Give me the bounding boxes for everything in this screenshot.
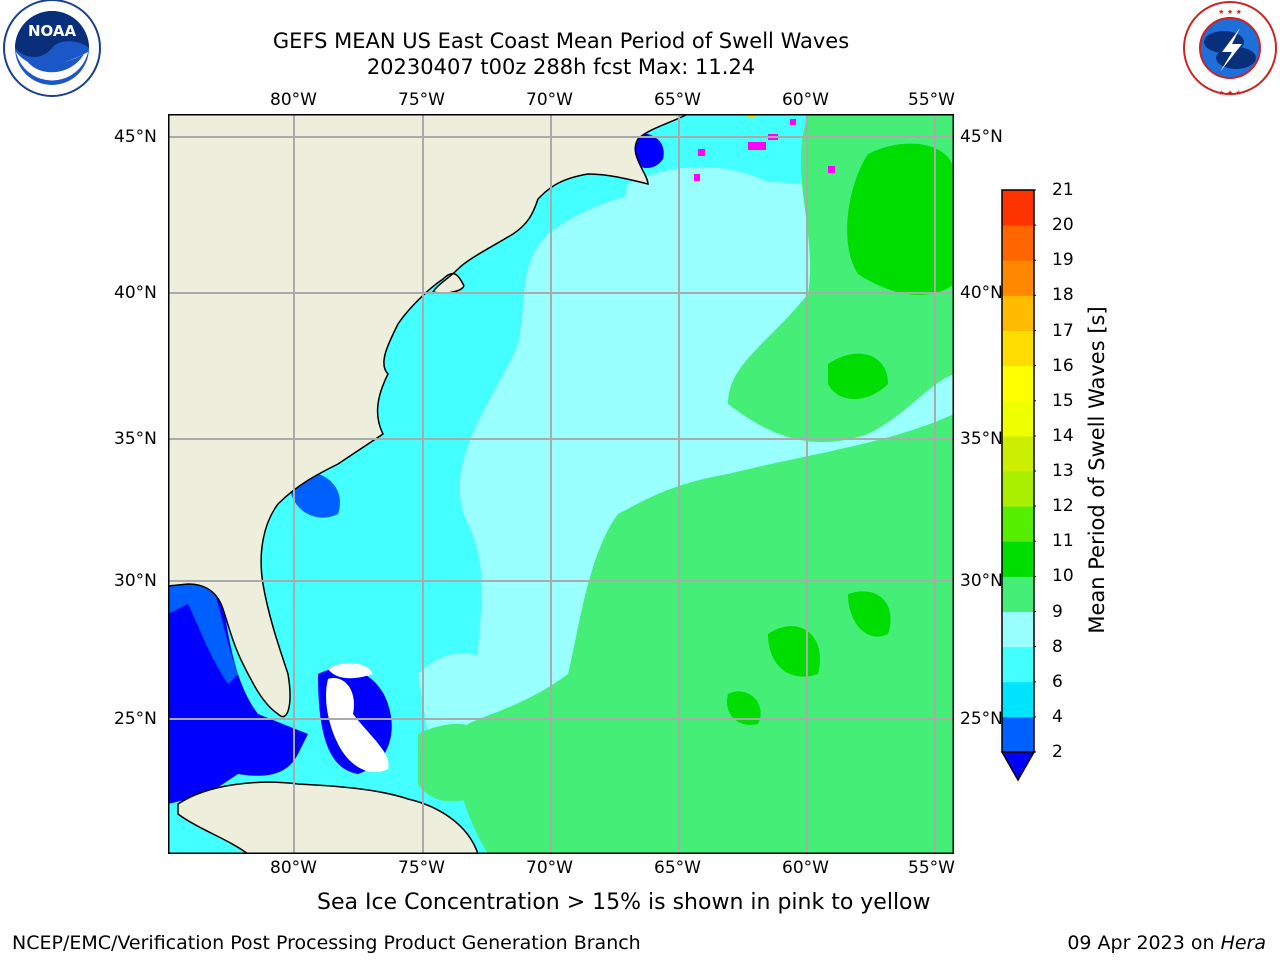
footer-machine: Hera bbox=[1220, 932, 1266, 954]
colorbar-segment bbox=[1002, 365, 1034, 402]
sea-ice-pixel bbox=[748, 142, 766, 150]
colorbar-tick-label: 2 bbox=[1052, 742, 1063, 762]
lat-label-right-40n: 40°N bbox=[960, 283, 1003, 303]
colorbar-segment bbox=[1002, 225, 1034, 261]
lat-label-left-35n: 35°N bbox=[114, 429, 157, 449]
colorbar-tick-label: 13 bbox=[1052, 461, 1074, 481]
sea-ice-pixel-yellow bbox=[748, 114, 756, 118]
colorbar-segment bbox=[1002, 541, 1034, 577]
colorbar-tick-label: 19 bbox=[1052, 250, 1074, 271]
colorbar-segment bbox=[1002, 260, 1034, 296]
colorbar-tick-label: 14 bbox=[1052, 425, 1074, 446]
colorbar-title: Mean Period of Swell Waves [s] bbox=[1085, 306, 1109, 634]
lon-label-top-75w: 75°W bbox=[398, 90, 445, 110]
sea-ice-pixel bbox=[790, 119, 796, 125]
lat-label-right-30n: 30°N bbox=[960, 571, 1003, 591]
gulf-blue-edge bbox=[168, 574, 238, 684]
lon-label-bottom-65w: 65°W bbox=[654, 858, 701, 878]
colorbar-tick-label: 21 bbox=[1052, 180, 1074, 200]
lon-label-top-55w: 55°W bbox=[908, 90, 955, 110]
colorbar-tick-label: 9 bbox=[1052, 601, 1063, 622]
bright-green-east bbox=[828, 353, 888, 399]
sea-ice-note: Sea Ice Concentration > 15% is shown in … bbox=[317, 890, 931, 915]
lon-label-bottom-80w: 80°W bbox=[270, 858, 317, 878]
cuba-land bbox=[177, 781, 479, 854]
svg-text:★ ★ ★: ★ ★ ★ bbox=[1218, 8, 1242, 16]
lon-label-bottom-75w: 75°W bbox=[398, 858, 445, 878]
colorbar-tick-label: 4 bbox=[1052, 706, 1063, 727]
graticule bbox=[168, 114, 954, 854]
colorbar-extend-triangle bbox=[1000, 751, 1036, 782]
lon-label-bottom-55w: 55°W bbox=[908, 858, 955, 878]
lon-label-top-80w: 80°W bbox=[270, 90, 317, 110]
colorbar-segment bbox=[1002, 681, 1034, 718]
sea-ice-pixel bbox=[698, 149, 705, 156]
north-america-land bbox=[168, 114, 689, 718]
colorbar-tick-label: 8 bbox=[1052, 636, 1063, 657]
lat-label-left-30n: 30°N bbox=[114, 571, 157, 591]
gulf-deep-blue bbox=[168, 584, 308, 804]
colorbar-segment bbox=[1002, 330, 1034, 367]
bright-green-south3 bbox=[727, 691, 761, 725]
map-title-line2: 20230407 t00z 288h fcst Max: 11.24 bbox=[366, 55, 756, 79]
lat-label-left-40n: 40°N bbox=[114, 283, 157, 303]
colorbar-segment bbox=[1002, 506, 1034, 542]
colorbar-segment bbox=[1002, 400, 1034, 437]
colorbar-tick-label: 18 bbox=[1052, 285, 1074, 306]
colorbar-segment bbox=[1002, 646, 1034, 683]
colorbar-tick-label: 6 bbox=[1052, 671, 1063, 692]
colorbar-segment bbox=[1002, 471, 1034, 507]
lat-label-right-25n: 25°N bbox=[960, 709, 1003, 729]
nws-logo: ★ ★ ★ ★ ★ ★ bbox=[1183, 1, 1277, 97]
green-region-south bbox=[457, 414, 954, 854]
colorbar-tick-label: 12 bbox=[1052, 496, 1074, 517]
lon-label-bottom-70w: 70°W bbox=[526, 858, 573, 878]
bright-green-south bbox=[848, 591, 891, 637]
colorbar-segment bbox=[1002, 576, 1034, 612]
swell-period-map bbox=[168, 114, 954, 854]
lat-label-left-45n: 45°N bbox=[114, 127, 157, 147]
colorbar bbox=[1000, 189, 1036, 782]
colorbar-segment bbox=[1002, 716, 1034, 753]
noaa-logo: NOAA bbox=[3, 0, 101, 97]
bright-green-northeast bbox=[847, 143, 954, 295]
colorbar-segment bbox=[1002, 435, 1034, 472]
lon-label-bottom-60w: 60°W bbox=[782, 858, 829, 878]
green-patch-west bbox=[418, 724, 508, 802]
colorbar-tick-label: 15 bbox=[1052, 390, 1074, 411]
svg-text:★ ★ ★: ★ ★ ★ bbox=[1218, 89, 1242, 97]
colorbar-tick-label: 16 bbox=[1052, 355, 1074, 376]
map-title-line1: GEFS MEAN US East Coast Mean Period of S… bbox=[272, 29, 850, 53]
grand-bahama-white bbox=[328, 662, 373, 679]
colorbar-segment bbox=[1002, 190, 1034, 226]
map-border bbox=[168, 114, 954, 854]
lat-label-right-45n: 45°N bbox=[960, 127, 1003, 147]
colorbar-tick-label: 10 bbox=[1052, 566, 1074, 587]
colorbar-tick-label: 17 bbox=[1052, 320, 1074, 341]
footer-right: 09 Apr 2023 on Hera bbox=[1067, 932, 1266, 954]
lat-label-right-35n: 35°N bbox=[960, 429, 1003, 449]
sea-ice-pixel bbox=[694, 174, 700, 181]
pale-cyan-patch-north bbox=[625, 167, 808, 264]
footer-date: 09 Apr 2023 on bbox=[1067, 932, 1221, 954]
lon-label-top-70w: 70°W bbox=[526, 90, 573, 110]
colorbar-tick-label: 11 bbox=[1052, 531, 1074, 552]
noaa-logo-text: NOAA bbox=[28, 22, 77, 40]
lon-label-top-65w: 65°W bbox=[654, 90, 701, 110]
bahamas-white bbox=[326, 678, 389, 773]
lon-label-top-60w: 60°W bbox=[782, 90, 829, 110]
sea-ice-pixel bbox=[828, 166, 835, 173]
colorbar-segment bbox=[1002, 611, 1034, 648]
footer-left: NCEP/EMC/Verification Post Processing Pr… bbox=[12, 932, 641, 954]
colorbar-tick-label: 20 bbox=[1052, 215, 1074, 236]
lat-label-left-25n: 25°N bbox=[114, 709, 157, 729]
colorbar-segment bbox=[1002, 295, 1034, 331]
map-canvas bbox=[168, 114, 954, 854]
